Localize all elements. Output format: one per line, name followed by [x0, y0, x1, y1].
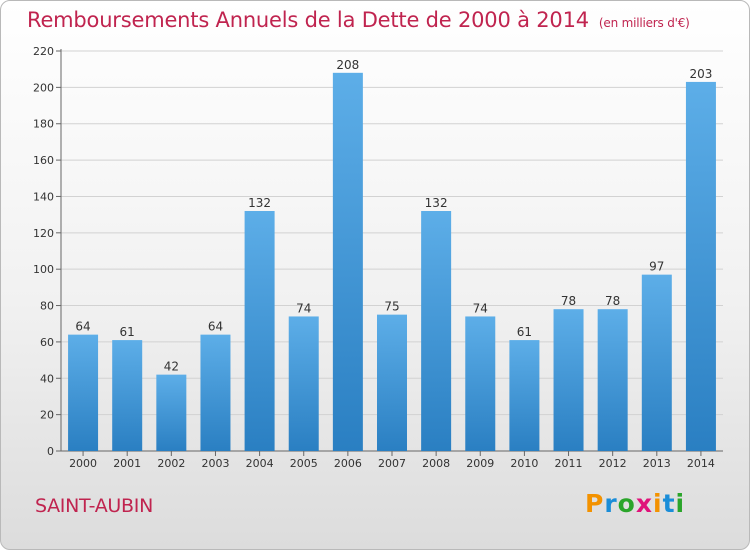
bar-2014 [685, 81, 716, 451]
bar-2006 [332, 72, 363, 452]
data-label: 61 [120, 325, 135, 339]
y-tick-label: 200 [33, 81, 54, 94]
x-tick-label: 2009 [466, 457, 494, 470]
data-label: 75 [384, 300, 399, 314]
x-tick-label: 2014 [687, 457, 715, 470]
labels: 0 20 40 60 80 100 120 140 160 180 200 220 64 2000 61 20… [33, 45, 715, 470]
bar-2012 [597, 309, 628, 451]
logo-letter: o [617, 489, 636, 518]
place-name: SAINT-AUBIN [35, 495, 153, 517]
proxiti-logo: Proxiti [585, 489, 685, 518]
y-tick-label: 100 [33, 263, 54, 276]
y-tick-label: 160 [33, 154, 54, 167]
x-tick-label: 2004 [246, 457, 274, 470]
data-label: 203 [689, 67, 712, 81]
y-tick-label: 60 [40, 336, 54, 349]
data-label: 74 [473, 301, 488, 315]
bar-2011 [553, 309, 584, 451]
y-tick-label: 40 [40, 372, 54, 385]
x-tick-label: 2002 [157, 457, 185, 470]
data-label: 132 [248, 196, 271, 210]
x-tick-label: 2011 [555, 457, 583, 470]
bar-2005 [288, 316, 319, 451]
x-tick-label: 2006 [334, 457, 362, 470]
data-label: 78 [561, 294, 576, 308]
data-label: 78 [605, 294, 620, 308]
y-tick-label: 140 [33, 190, 54, 203]
data-label: 74 [296, 301, 311, 315]
data-label: 64 [75, 320, 90, 334]
bar-2002 [156, 374, 187, 451]
bar-2010 [509, 340, 540, 451]
bar-2013 [641, 274, 672, 451]
bars [68, 72, 716, 452]
y-tick-label: 120 [33, 227, 54, 240]
logo-letter: i [653, 489, 663, 518]
logo-letter: x [635, 489, 653, 518]
data-label: 132 [425, 196, 448, 210]
x-tick-label: 2008 [422, 457, 450, 470]
x-tick-label: 2000 [69, 457, 97, 470]
bar-2007 [377, 314, 407, 451]
bar-2000 [68, 334, 99, 451]
data-label: 64 [208, 320, 223, 334]
bar-2001 [112, 340, 143, 451]
x-tick-label: 2007 [378, 457, 406, 470]
x-tick-label: 2001 [113, 457, 141, 470]
title-unit: (en milliers d'€) [598, 16, 690, 30]
bar-2003 [200, 334, 231, 451]
bar-2008 [421, 211, 452, 451]
data-label: 208 [336, 58, 359, 72]
x-tick-label: 2003 [201, 457, 229, 470]
y-tick-label: 0 [47, 445, 54, 458]
title-text: Remboursements Annuels de la Dette de 20… [27, 8, 589, 32]
bar-2004 [244, 211, 275, 451]
data-label: 42 [164, 360, 179, 374]
x-tick-label: 2005 [290, 457, 318, 470]
y-tick-label: 220 [33, 45, 54, 58]
data-label: 97 [649, 260, 664, 274]
chart-title: Remboursements Annuels de la Dette de 20… [27, 8, 690, 32]
logo-letter: P [585, 489, 605, 518]
logo-letter: i [675, 489, 686, 518]
y-tick-label: 80 [40, 300, 54, 313]
x-tick-label: 2010 [510, 457, 538, 470]
y-tick-label: 180 [33, 118, 54, 131]
x-tick-label: 2013 [643, 457, 671, 470]
logo-letter: r [604, 489, 618, 518]
x-tick-label: 2012 [599, 457, 627, 470]
bar-2009 [465, 316, 496, 451]
logo-letter: t [662, 489, 676, 518]
data-label: 61 [517, 325, 532, 339]
y-tick-label: 20 [40, 409, 54, 422]
